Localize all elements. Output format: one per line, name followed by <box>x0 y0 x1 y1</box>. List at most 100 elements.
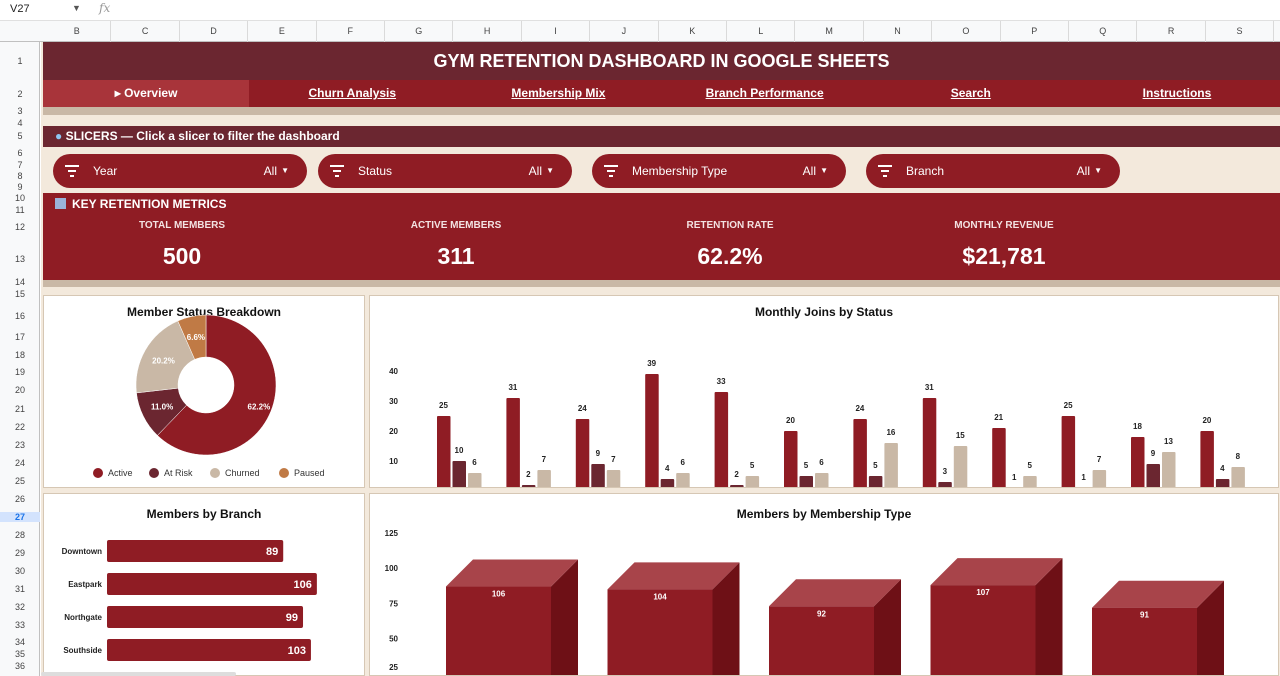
data-label: 25 <box>1064 401 1073 410</box>
kpi-value: 311 <box>437 243 475 269</box>
column-header-R[interactable]: R <box>1137 21 1206 42</box>
bar-side <box>551 559 578 675</box>
bar <box>769 606 874 675</box>
row-header-7[interactable]: 7 <box>17 160 23 170</box>
row-header-28[interactable]: 28 <box>14 530 25 540</box>
bar <box>930 585 1036 675</box>
data-label: 20 <box>1202 416 1211 425</box>
column-header-G[interactable]: G <box>385 21 454 42</box>
column-header-D[interactable]: D <box>180 21 249 42</box>
data-label: 5 <box>1027 461 1032 470</box>
row-header-15[interactable]: 15 <box>14 289 25 299</box>
bar-churned <box>1023 476 1037 487</box>
row-header-25[interactable]: 25 <box>14 476 25 486</box>
row-header-23[interactable]: 23 <box>14 440 25 450</box>
row-header-9[interactable]: 9 <box>17 182 23 192</box>
tab-instructions[interactable]: Instructions <box>1142 86 1212 100</box>
column-header-J[interactable]: J <box>590 21 659 42</box>
row-header-3[interactable]: 3 <box>17 106 23 116</box>
row-header-16[interactable]: 16 <box>14 311 25 321</box>
row-header-19[interactable]: 19 <box>14 367 25 377</box>
slicer-branch[interactable]: Branch All ▼ <box>866 154 1120 188</box>
bar-side <box>1197 580 1224 675</box>
chevron-down-icon[interactable]: ▼ <box>281 166 289 175</box>
column-header-K[interactable]: K <box>659 21 727 42</box>
filter-icon <box>330 165 344 177</box>
data-label: 6 <box>472 458 477 467</box>
column-header-S[interactable]: S <box>1206 21 1275 42</box>
row-header-13[interactable]: 13 <box>14 254 25 264</box>
slicer-value[interactable]: All <box>263 164 277 178</box>
tab-churn-analysis[interactable]: Churn Analysis <box>308 86 397 100</box>
horizontal-scrollbar[interactable] <box>41 672 236 676</box>
legend-label: Paused <box>294 468 325 478</box>
data-label: 9 <box>1151 449 1156 458</box>
tab-search[interactable]: Search <box>950 86 991 100</box>
slicer-year[interactable]: Year All ▼ <box>53 154 307 188</box>
row-header-35[interactable]: 35 <box>14 649 25 659</box>
row-header-12[interactable]: 12 <box>14 222 25 232</box>
row-header-4[interactable]: 4 <box>17 118 23 128</box>
bar-churned <box>1092 470 1107 487</box>
column-header-P[interactable]: P <box>1001 21 1069 42</box>
row-header-24[interactable]: 24 <box>14 458 25 468</box>
chevron-down-icon[interactable]: ▼ <box>820 166 828 175</box>
row-header-21[interactable]: 21 <box>14 404 25 414</box>
row-header-36[interactable]: 36 <box>14 661 25 671</box>
name-box[interactable]: V27 <box>10 3 30 15</box>
row-header-26[interactable]: 26 <box>14 494 25 504</box>
tab-branch-performance[interactable]: Branch Performance <box>705 86 824 100</box>
column-header-L[interactable]: L <box>727 21 796 42</box>
row-header-31[interactable]: 31 <box>14 584 25 594</box>
slicer-value[interactable]: All <box>528 164 542 178</box>
column-header-I[interactable]: I <box>522 21 591 42</box>
column-header-E[interactable]: E <box>248 21 317 42</box>
slicer-membership-type[interactable]: Membership Type All ▼ <box>592 154 846 188</box>
bar-at-risk <box>591 464 605 487</box>
bar-active <box>1061 416 1076 487</box>
dashboard-title: GYM RETENTION DASHBOARD IN GOOGLE SHEETS <box>43 42 1280 80</box>
slicer-value[interactable]: All <box>802 164 816 178</box>
bar-churned <box>1162 452 1176 487</box>
row-header-32[interactable]: 32 <box>14 602 25 612</box>
row-header-33[interactable]: 33 <box>14 620 25 630</box>
row-header-2[interactable]: 2 <box>17 89 23 99</box>
row-header-5[interactable]: 5 <box>17 131 23 141</box>
column-header-C[interactable]: C <box>111 21 180 42</box>
row-header-18[interactable]: 18 <box>14 350 25 360</box>
row-header-6[interactable]: 6 <box>17 148 23 158</box>
donut-chart: 62.2% 11.0% 20.2% 6.6% Active At Risk Churned P… <box>93 314 325 478</box>
bar-active <box>506 398 520 487</box>
row-header-20[interactable]: 20 <box>14 385 25 395</box>
row-header-27[interactable]: 27 <box>0 512 40 522</box>
bar-churned <box>884 443 898 487</box>
slicer-status[interactable]: Status All ▼ <box>318 154 572 188</box>
row-header-8[interactable]: 8 <box>17 171 23 181</box>
chevron-down-icon[interactable]: ▼ <box>546 166 554 175</box>
column-header-B[interactable]: B <box>43 21 112 42</box>
name-box-dropdown-icon[interactable]: ▼ <box>72 3 81 13</box>
row-header-14[interactable]: 14 <box>14 277 25 287</box>
column-header-Q[interactable]: Q <box>1069 21 1138 42</box>
row-header-17[interactable]: 17 <box>14 332 25 342</box>
row-header-1[interactable]: 1 <box>17 56 23 66</box>
column-header-N[interactable]: N <box>864 21 933 42</box>
bar-active <box>645 374 659 487</box>
row-header-11[interactable]: 11 <box>15 205 25 215</box>
column-header-M[interactable]: M <box>795 21 864 42</box>
row-header-10[interactable]: 10 <box>14 193 25 203</box>
row-header-22[interactable]: 22 <box>14 422 25 432</box>
row-header-30[interactable]: 30 <box>14 566 25 576</box>
tab-overview[interactable]: ▸ Overview <box>43 80 250 107</box>
row-header-34[interactable]: 34 <box>14 637 25 647</box>
chevron-down-icon[interactable]: ▼ <box>1094 166 1102 175</box>
column-header-F[interactable]: F <box>317 21 385 42</box>
row-header-29[interactable]: 29 <box>14 548 25 558</box>
data-label: 92 <box>817 609 826 618</box>
column-header-H[interactable]: H <box>453 21 522 42</box>
column-header-O[interactable]: O <box>932 21 1001 42</box>
filter-icon <box>65 165 79 177</box>
data-label: 7 <box>611 455 616 464</box>
slicer-value[interactable]: All <box>1076 164 1090 178</box>
tab-membership-mix[interactable]: Membership Mix <box>511 86 606 100</box>
